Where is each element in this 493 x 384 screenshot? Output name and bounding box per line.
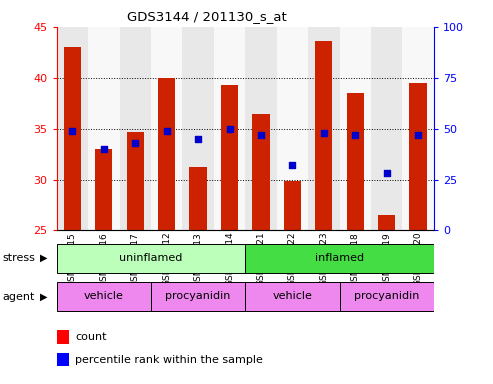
Bar xyxy=(95,149,112,230)
Text: vehicle: vehicle xyxy=(84,291,124,301)
Bar xyxy=(402,27,434,230)
Text: ▶: ▶ xyxy=(40,253,48,263)
Point xyxy=(131,140,139,146)
Point xyxy=(100,146,108,152)
Bar xyxy=(151,282,245,311)
Bar xyxy=(410,83,427,230)
Bar xyxy=(315,41,332,230)
Point xyxy=(226,126,234,132)
Bar xyxy=(245,27,277,230)
Point xyxy=(414,132,422,138)
Text: percentile rank within the sample: percentile rank within the sample xyxy=(75,354,263,364)
Bar xyxy=(284,180,301,230)
Bar xyxy=(57,243,245,273)
Text: ▶: ▶ xyxy=(40,291,48,302)
Bar xyxy=(127,132,144,230)
Text: procyanidin: procyanidin xyxy=(354,291,420,301)
Bar xyxy=(245,243,434,273)
Point xyxy=(69,127,76,134)
Bar xyxy=(378,215,395,230)
Bar xyxy=(57,27,88,230)
Bar xyxy=(88,27,119,230)
Text: uninflamed: uninflamed xyxy=(119,253,183,263)
Text: GDS3144 / 201130_s_at: GDS3144 / 201130_s_at xyxy=(127,10,287,23)
Bar xyxy=(252,114,270,230)
Text: inflamed: inflamed xyxy=(315,253,364,263)
Bar xyxy=(57,282,151,311)
Bar xyxy=(214,27,246,230)
Bar xyxy=(371,27,402,230)
Text: stress: stress xyxy=(2,253,35,263)
Bar xyxy=(308,27,340,230)
Bar xyxy=(245,282,340,311)
Bar xyxy=(182,27,214,230)
Point xyxy=(383,170,390,177)
Point xyxy=(352,132,359,138)
Point xyxy=(194,136,202,142)
Text: agent: agent xyxy=(2,291,35,302)
Bar xyxy=(64,47,81,230)
Bar xyxy=(340,27,371,230)
Text: procyanidin: procyanidin xyxy=(166,291,231,301)
Text: vehicle: vehicle xyxy=(273,291,313,301)
Bar xyxy=(158,78,176,230)
Point xyxy=(320,130,328,136)
Bar xyxy=(347,93,364,230)
Bar xyxy=(119,27,151,230)
Bar xyxy=(340,282,434,311)
Point xyxy=(257,132,265,138)
Bar xyxy=(221,85,238,230)
Bar xyxy=(57,353,69,366)
Point xyxy=(163,127,171,134)
Bar xyxy=(57,329,69,344)
Point xyxy=(288,162,296,168)
Bar xyxy=(189,167,207,230)
Text: count: count xyxy=(75,331,106,341)
Bar xyxy=(277,27,308,230)
Bar xyxy=(151,27,182,230)
